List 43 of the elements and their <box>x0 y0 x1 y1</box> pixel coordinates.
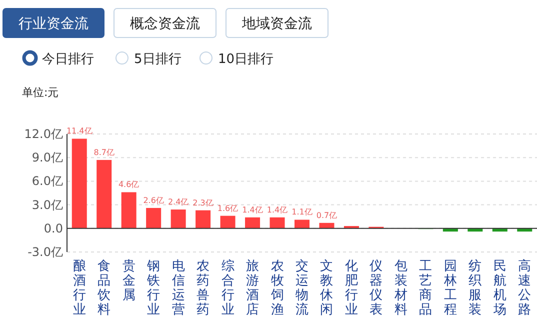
x-tick-label: 农牧饲渔 <box>270 259 284 318</box>
radio: 5日排行 <box>116 52 182 67</box>
data-label: 2.4亿 <box>168 198 189 207</box>
button: 概念资金流 <box>114 8 216 38</box>
data-label: 2.3亿 <box>192 198 214 208</box>
data-label: 11.4亿 <box>66 126 92 136</box>
radio: 今日排行 <box>22 50 94 67</box>
x-tick-label: 农药兽药 <box>196 259 210 318</box>
button: 地域资金流 <box>226 8 328 38</box>
data-label: 2.6亿 <box>143 196 164 205</box>
x-tick-label: 民航机场 <box>492 259 506 318</box>
x-tick-label: 旅游酒店 <box>246 259 260 318</box>
x-tick-label: 钢铁行业 <box>146 259 160 318</box>
y-tick-label: 3.0亿 <box>32 198 63 212</box>
y-tick-label: 6.0亿 <box>32 174 63 188</box>
x-tick-label: 食品饮料 <box>96 259 111 318</box>
data-label: 1.1亿 <box>292 208 312 217</box>
y-tick-label: 12.0亿 <box>24 127 63 141</box>
x-tick-label: 酿酒行业 <box>72 259 86 318</box>
y-tick-label: 9.0亿 <box>32 150 63 165</box>
data-label: 1.6亿 <box>217 204 238 213</box>
x-tick-label: 电信运营 <box>172 259 185 318</box>
x-tick-label: 贵金属 <box>122 259 136 303</box>
x-tick-label: 包装材料 <box>393 259 408 318</box>
data-label: 1.4亿 <box>242 205 263 214</box>
data-label: 8.7亿 <box>94 148 114 157</box>
x-tick-label: 综合行业 <box>221 259 234 318</box>
x-tick-label: 交运物流 <box>296 258 308 318</box>
x-tick-label: 工艺商品 <box>419 259 432 318</box>
y-tick-label: 0.0 <box>44 221 63 236</box>
x-tick-label: 化肥行业 <box>344 259 358 318</box>
x-tick-label: 纺织服装 <box>468 259 482 318</box>
radio: 10日排行 <box>200 52 274 67</box>
x-tick-label: 高速公路 <box>518 258 532 318</box>
data-label: 0.7亿 <box>316 210 338 220</box>
x-tick-label: 仪器仪表 <box>370 259 383 318</box>
x-tick-label: 园林工程 <box>442 259 457 318</box>
data-label: 1.4亿 <box>266 205 288 214</box>
data-label: 4.6亿 <box>118 180 140 190</box>
y-tick-label: -3.0亿 <box>28 245 63 259</box>
button: 行业资金流 <box>2 8 104 38</box>
text: 单位:元 <box>22 86 59 99</box>
x-tick-label: 文教休闲 <box>320 259 334 318</box>
